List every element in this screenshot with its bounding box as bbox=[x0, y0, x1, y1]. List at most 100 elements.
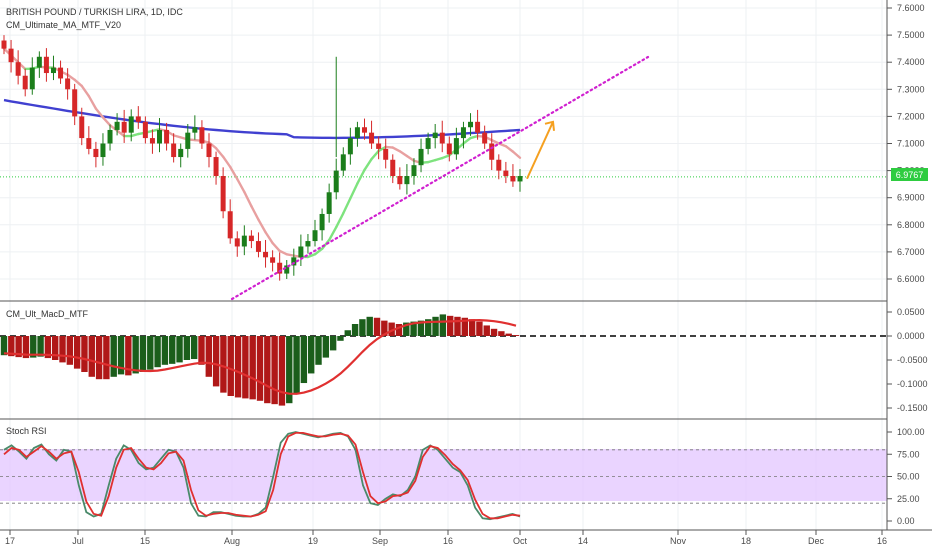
candle-body[interactable] bbox=[298, 246, 304, 258]
candle-body[interactable] bbox=[354, 127, 360, 139]
candle-body[interactable] bbox=[241, 235, 247, 247]
macd-histogram-bar[interactable] bbox=[212, 336, 220, 387]
macd-histogram-bar[interactable] bbox=[249, 336, 256, 400]
candle-body[interactable] bbox=[227, 211, 233, 239]
candle-body[interactable] bbox=[50, 67, 56, 74]
macd-histogram-bar[interactable] bbox=[227, 336, 234, 396]
macd-histogram-bar[interactable] bbox=[461, 317, 468, 336]
macd-histogram-bar[interactable] bbox=[315, 336, 322, 365]
candle-body[interactable] bbox=[149, 138, 155, 144]
candle-body[interactable] bbox=[305, 241, 311, 247]
candle-body[interactable] bbox=[135, 116, 141, 122]
candle-body[interactable] bbox=[142, 121, 148, 139]
candle-body[interactable] bbox=[503, 170, 509, 177]
macd-histogram-bar[interactable] bbox=[242, 336, 249, 399]
candle-body[interactable] bbox=[79, 116, 85, 139]
macd-histogram-bar[interactable] bbox=[264, 336, 271, 404]
candle-body[interactable] bbox=[8, 48, 14, 63]
macd-histogram-bar[interactable] bbox=[344, 330, 351, 336]
candle-body[interactable] bbox=[1, 40, 7, 49]
macd-histogram-bar[interactable] bbox=[366, 316, 373, 336]
macd-histogram-bar[interactable] bbox=[483, 325, 490, 336]
macd-histogram-bar[interactable] bbox=[73, 336, 81, 369]
candle-body[interactable] bbox=[319, 213, 325, 231]
macd-histogram-bar[interactable] bbox=[308, 336, 315, 374]
stoch-d-line[interactable] bbox=[3, 431, 521, 520]
candle-body[interactable] bbox=[333, 170, 339, 193]
candle-body[interactable] bbox=[121, 121, 127, 133]
candle-body[interactable] bbox=[340, 154, 346, 171]
macd-histogram-bar[interactable] bbox=[388, 322, 395, 336]
candle-body[interactable] bbox=[312, 230, 318, 242]
macd-histogram-bar[interactable] bbox=[395, 324, 403, 336]
candle-body[interactable] bbox=[220, 176, 226, 212]
macd-histogram-bar[interactable] bbox=[468, 319, 476, 336]
macd-histogram-bar[interactable] bbox=[234, 336, 242, 398]
candle-body[interactable] bbox=[157, 129, 163, 144]
candle-body[interactable] bbox=[128, 116, 134, 133]
candle-body[interactable] bbox=[404, 176, 410, 185]
macd-histogram-bar[interactable] bbox=[271, 336, 278, 405]
macd-histogram-bar[interactable] bbox=[81, 336, 88, 372]
candle-body[interactable] bbox=[255, 241, 261, 252]
candle-body[interactable] bbox=[270, 257, 276, 263]
macd-histogram-bar[interactable] bbox=[117, 336, 125, 375]
macd-histogram-bar[interactable] bbox=[190, 336, 198, 360]
macd-histogram-bar[interactable] bbox=[139, 336, 147, 372]
macd-histogram-bar[interactable] bbox=[498, 331, 505, 336]
macd-histogram-bar[interactable] bbox=[439, 314, 447, 336]
candle-body[interactable] bbox=[418, 148, 424, 166]
macd-histogram-bar[interactable] bbox=[88, 336, 95, 377]
macd-histogram-bar[interactable] bbox=[432, 316, 439, 336]
candle-body[interactable] bbox=[15, 62, 21, 76]
macd-axis[interactable]: 0.0500 0.0000 -0.0500 -0.1000 -0.1500 bbox=[887, 307, 928, 413]
stoch-rsi-axis[interactable]: 100.00 75.00 50.00 25.00 0.00 bbox=[887, 427, 925, 526]
candle-body[interactable] bbox=[376, 143, 382, 149]
candle-body[interactable] bbox=[496, 159, 502, 171]
macd-histogram-bar[interactable] bbox=[359, 319, 366, 336]
macd-histogram-bar[interactable] bbox=[132, 336, 139, 374]
macd-histogram-bar[interactable] bbox=[183, 336, 191, 360]
candle-body[interactable] bbox=[475, 121, 481, 133]
macd-histogram-bar[interactable] bbox=[512, 335, 520, 336]
candle-body[interactable] bbox=[510, 176, 516, 182]
candle-body[interactable] bbox=[185, 132, 191, 149]
trendline[interactable] bbox=[230, 55, 650, 301]
candle-body[interactable] bbox=[468, 121, 474, 128]
macd-histogram-bar[interactable] bbox=[278, 336, 286, 406]
macd-histogram-bar[interactable] bbox=[198, 336, 205, 365]
macd-histogram-bar[interactable] bbox=[110, 336, 117, 377]
macd-histogram-bar[interactable] bbox=[373, 317, 381, 336]
candle-body[interactable] bbox=[164, 129, 170, 144]
macd-histogram-bar[interactable] bbox=[176, 336, 183, 363]
macd-histogram-bar[interactable] bbox=[256, 336, 264, 401]
macd-histogram-bar[interactable] bbox=[154, 336, 161, 368]
macd-histogram-bar[interactable] bbox=[147, 336, 154, 370]
candle-body[interactable] bbox=[213, 157, 219, 177]
candle-body[interactable] bbox=[425, 138, 431, 149]
macd-histogram-bar[interactable] bbox=[410, 321, 417, 336]
candle-body[interactable] bbox=[93, 148, 99, 158]
candle-body[interactable] bbox=[65, 78, 71, 90]
candle-body[interactable] bbox=[206, 143, 212, 158]
candle-body[interactable] bbox=[58, 67, 64, 79]
macd-histogram-bar[interactable] bbox=[37, 336, 44, 357]
macd-histogram-bar[interactable] bbox=[337, 336, 344, 341]
candle-body[interactable] bbox=[453, 138, 459, 155]
macd-histogram-bar[interactable] bbox=[0, 336, 8, 356]
macd-histogram-bar[interactable] bbox=[425, 319, 432, 336]
candle-body[interactable] bbox=[192, 127, 198, 133]
macd-histogram-bar[interactable] bbox=[125, 336, 132, 376]
candle-body[interactable] bbox=[411, 165, 417, 177]
macd-histogram-bar[interactable] bbox=[490, 328, 498, 336]
candle-body[interactable] bbox=[263, 251, 269, 258]
macd-histogram-bar[interactable] bbox=[205, 336, 212, 377]
candle-body[interactable] bbox=[43, 56, 49, 74]
macd-histogram-bar[interactable] bbox=[417, 320, 425, 336]
candle-body[interactable] bbox=[383, 148, 389, 160]
macd-histogram-bar[interactable] bbox=[66, 336, 74, 365]
macd-histogram-bar[interactable] bbox=[44, 336, 52, 359]
macd-histogram-bar[interactable] bbox=[286, 336, 293, 404]
candle-body[interactable] bbox=[107, 129, 113, 144]
candle-body[interactable] bbox=[114, 121, 120, 130]
